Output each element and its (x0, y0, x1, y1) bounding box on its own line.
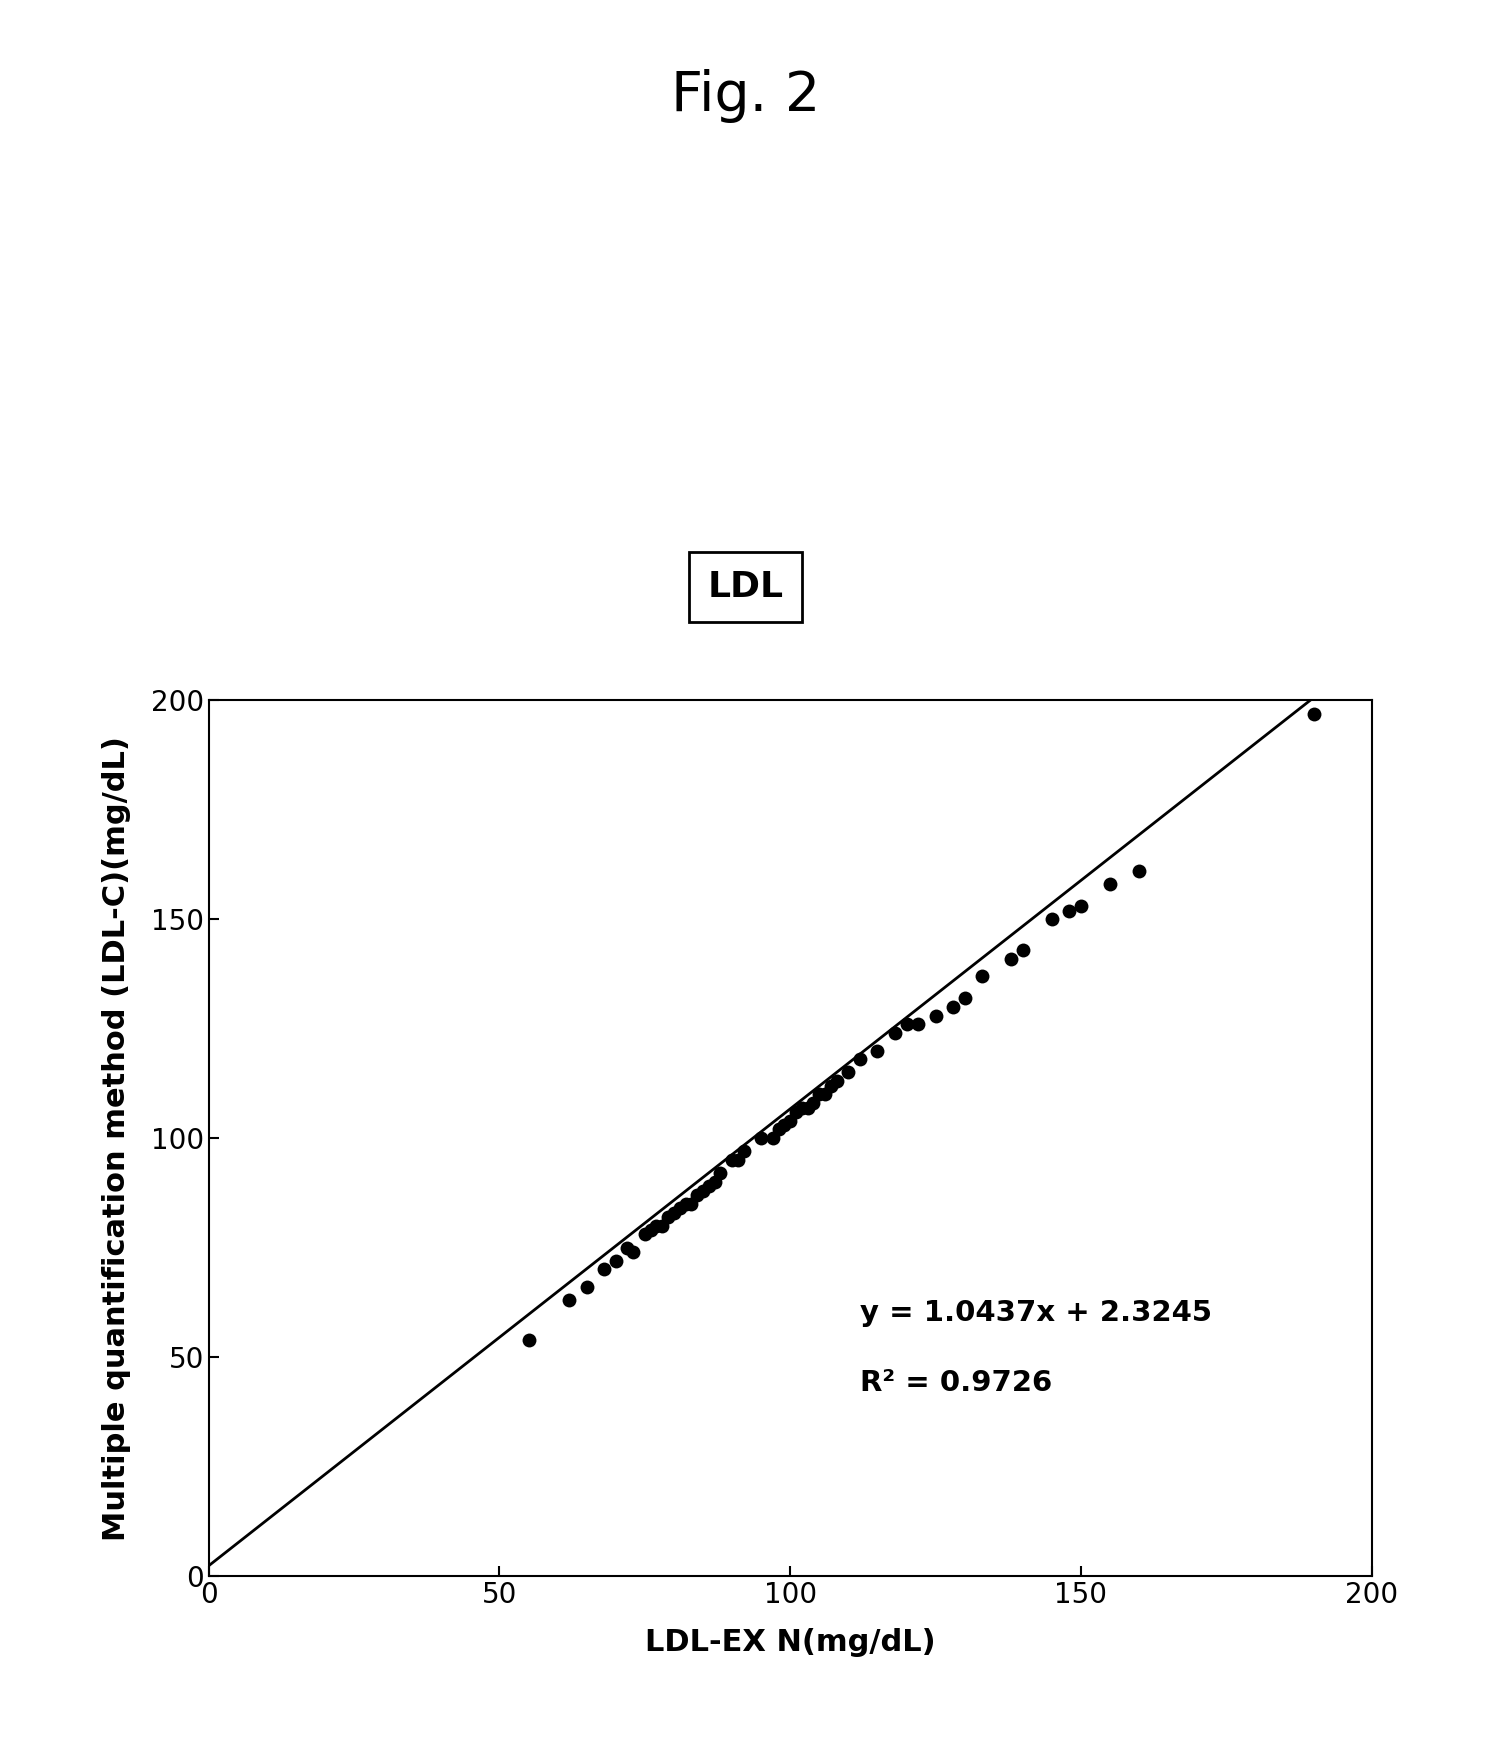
Point (680, 1191, 704, 1219)
Y-axis label: Multiple quantification method (LDL-C)(mg/dL): Multiple quantification method (LDL-C)(m… (103, 735, 131, 1541)
Point (836, 1058, 860, 1086)
Point (662, 1198, 686, 1226)
Point (638, 1215, 662, 1243)
Point (848, 1045, 872, 1073)
Point (971, 963, 994, 991)
Point (790, 1093, 814, 1122)
Point (883, 1019, 907, 1047)
Point (953, 984, 977, 1012)
Point (1011, 935, 1035, 963)
Point (865, 1037, 889, 1065)
Point (592, 1255, 616, 1283)
Point (1069, 893, 1093, 921)
Point (732, 1138, 756, 1166)
Text: LDL: LDL (708, 569, 783, 604)
Text: Fig. 2: Fig. 2 (671, 70, 820, 123)
Point (778, 1107, 802, 1135)
Point (616, 1233, 640, 1261)
Point (1041, 905, 1065, 933)
Point (720, 1147, 744, 1175)
Point (726, 1147, 750, 1175)
Point (825, 1068, 848, 1096)
X-axis label: LDL-EX N(mg/dL): LDL-EX N(mg/dL) (646, 1628, 935, 1656)
Point (702, 1168, 726, 1196)
Point (895, 1010, 918, 1038)
Point (650, 1212, 674, 1240)
Text: R² = 0.9726: R² = 0.9726 (860, 1369, 1053, 1397)
Point (622, 1238, 646, 1266)
Point (674, 1191, 698, 1219)
Point (766, 1115, 790, 1143)
Point (1302, 699, 1325, 728)
Point (1057, 897, 1081, 925)
Point (796, 1093, 820, 1122)
Point (644, 1212, 668, 1240)
Point (784, 1098, 808, 1126)
Text: y = 1.0437x + 2.3245: y = 1.0437x + 2.3245 (860, 1299, 1212, 1327)
Point (517, 1326, 541, 1354)
Point (772, 1112, 796, 1140)
Point (1097, 870, 1123, 898)
Point (1127, 858, 1151, 886)
Point (819, 1072, 842, 1100)
Point (634, 1220, 658, 1248)
Point (813, 1080, 836, 1108)
Point (941, 993, 965, 1021)
Point (708, 1159, 732, 1187)
Point (802, 1089, 826, 1117)
Point (696, 1173, 720, 1201)
Point (999, 946, 1023, 974)
Point (750, 1124, 774, 1152)
Point (656, 1203, 680, 1231)
Point (808, 1080, 832, 1108)
Point (558, 1285, 581, 1313)
Point (924, 1002, 948, 1030)
Point (576, 1273, 599, 1301)
Point (686, 1180, 710, 1208)
Point (907, 1010, 930, 1038)
Point (692, 1177, 716, 1205)
Point (760, 1124, 784, 1152)
Point (604, 1247, 628, 1275)
Point (668, 1194, 692, 1222)
